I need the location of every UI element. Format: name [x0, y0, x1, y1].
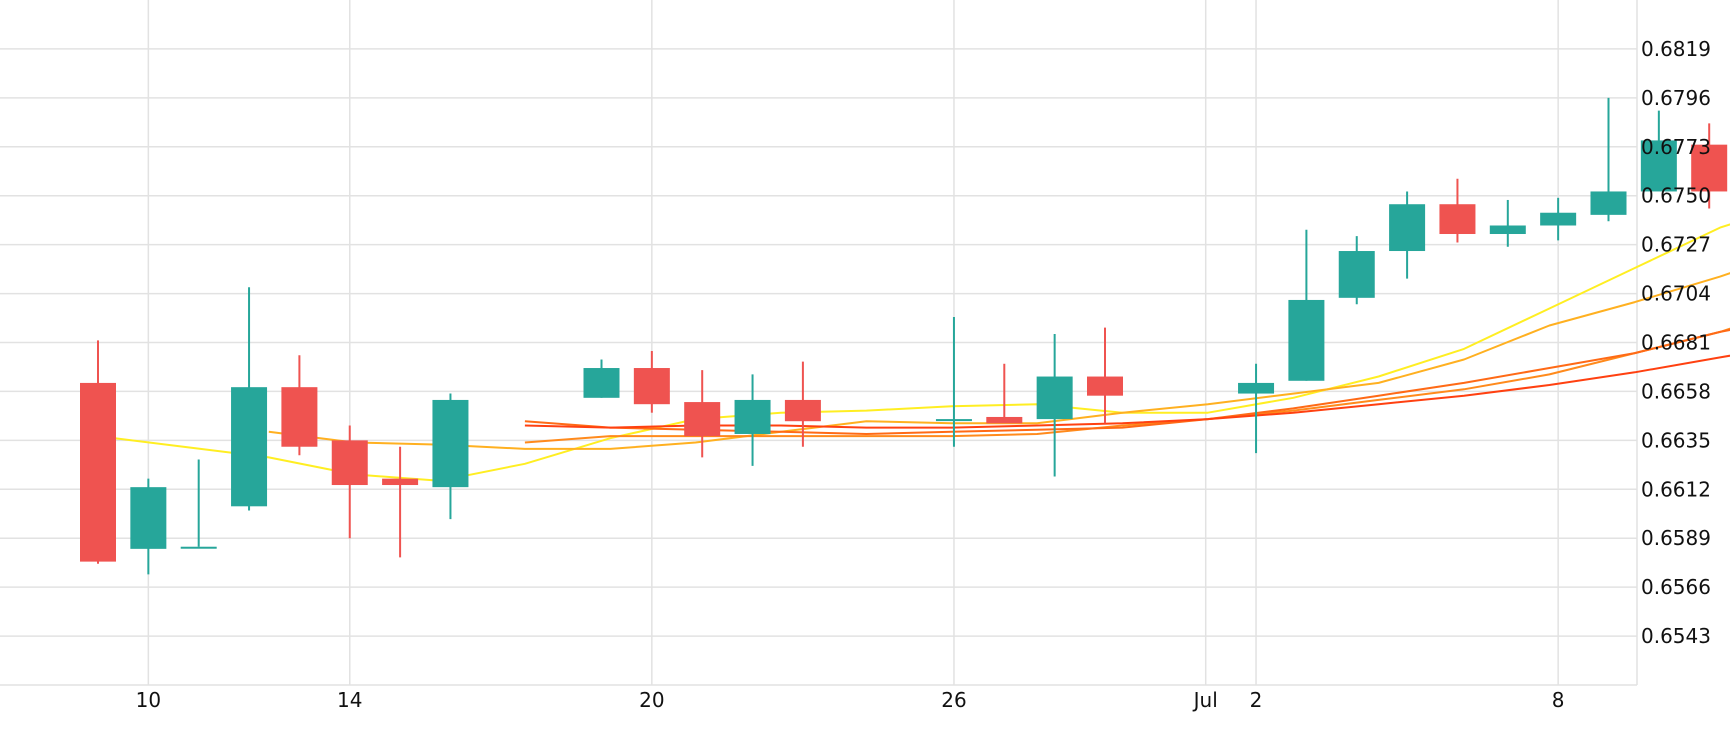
candle-body: [432, 399, 469, 488]
candle-body: [1489, 225, 1526, 235]
candle-up: [432, 393, 469, 520]
candle-down: [633, 351, 670, 413]
y-tick-label: 0.6704: [1641, 282, 1711, 306]
x-tick-label: 2: [1250, 688, 1263, 712]
moving-average-lines: [97, 223, 1730, 482]
y-tick-label: 0.6543: [1641, 624, 1711, 648]
candle-up: [1540, 197, 1577, 241]
candle-body: [986, 416, 1023, 424]
candle-down: [382, 446, 419, 558]
y-axis-labels: 0.6819 0.6796 0.6773 0.6750 0.6727 0.6704 0.66…: [1641, 37, 1711, 648]
candle-up: [1338, 236, 1375, 305]
candle-body: [231, 387, 268, 507]
candle-down: [1439, 178, 1476, 243]
candle-body: [1590, 191, 1627, 215]
x-tick-label: 8: [1552, 688, 1565, 712]
candle-body: [1640, 140, 1677, 192]
candle-body: [281, 387, 318, 447]
x-tick-label: Jul: [1192, 688, 1218, 712]
candle-up: [1590, 97, 1627, 222]
candles: [80, 97, 1728, 575]
candle-up: [1238, 363, 1275, 454]
candle-body: [382, 478, 419, 486]
y-tick-label: 0.6589: [1641, 526, 1711, 550]
candle-body: [633, 368, 670, 405]
candle-down: [1691, 123, 1728, 209]
candle-body: [130, 487, 167, 549]
moving-average-line: [524, 354, 1730, 429]
candle-up: [1036, 333, 1073, 477]
candle-down: [1087, 327, 1123, 424]
candle-up: [1489, 199, 1526, 247]
candle-body: [1389, 204, 1426, 252]
candle-body: [80, 382, 116, 562]
candle-body: [1288, 299, 1325, 381]
candle-body: [935, 419, 972, 422]
candle-body: [1338, 251, 1375, 298]
candle-body: [583, 368, 620, 398]
x-tick-label: 14: [337, 688, 362, 712]
candle-up: [1640, 110, 1677, 192]
candle-body: [1540, 212, 1577, 226]
moving-average-line: [524, 328, 1730, 435]
y-tick-label: 0.6635: [1641, 428, 1711, 452]
moving-average-line: [268, 272, 1730, 450]
candle-body: [180, 546, 217, 549]
candle-down: [986, 363, 1023, 424]
candle-up: [180, 459, 217, 549]
candle-body: [1439, 204, 1476, 235]
y-tick-label: 0.6566: [1641, 575, 1711, 599]
candle-body: [1238, 382, 1275, 394]
candle-down: [281, 355, 318, 456]
candle-up: [231, 287, 268, 511]
candle-up: [1389, 191, 1426, 279]
y-tick-label: 0.6681: [1641, 331, 1711, 355]
candle-up: [583, 359, 620, 398]
candle-body: [1691, 144, 1728, 192]
candle-body: [1087, 376, 1123, 396]
candle-down: [784, 361, 821, 447]
candle-body: [734, 399, 771, 434]
y-tick-label: 0.6658: [1641, 379, 1711, 403]
y-tick-label: 0.6727: [1641, 233, 1711, 257]
candle-up: [1288, 229, 1325, 381]
moving-average-line: [524, 327, 1730, 444]
horizontal-gridlines: [0, 48, 1637, 637]
x-axis-labels: 10142026Jul281218: [136, 688, 1565, 712]
candle-body: [331, 440, 368, 486]
candle-body: [1036, 376, 1073, 420]
candle-down: [684, 370, 721, 458]
x-tick-label: 26: [941, 688, 966, 712]
candle-down: [80, 340, 116, 564]
moving-average-line: [97, 223, 1730, 482]
y-tick-label: 0.6819: [1641, 37, 1711, 61]
candle-up: [935, 316, 972, 447]
candle-body: [684, 402, 721, 437]
x-tick-label: 20: [639, 688, 664, 712]
y-tick-label: 0.6750: [1641, 184, 1711, 208]
y-tick-label: 0.6612: [1641, 477, 1711, 501]
candle-up: [130, 478, 167, 575]
candle-up: [734, 374, 771, 466]
y-tick-label: 0.6796: [1641, 86, 1711, 110]
x-tick-label: 10: [136, 688, 161, 712]
candle-down: [331, 425, 368, 539]
candle-body: [784, 399, 821, 422]
y-tick-label: 0.6773: [1641, 135, 1711, 159]
